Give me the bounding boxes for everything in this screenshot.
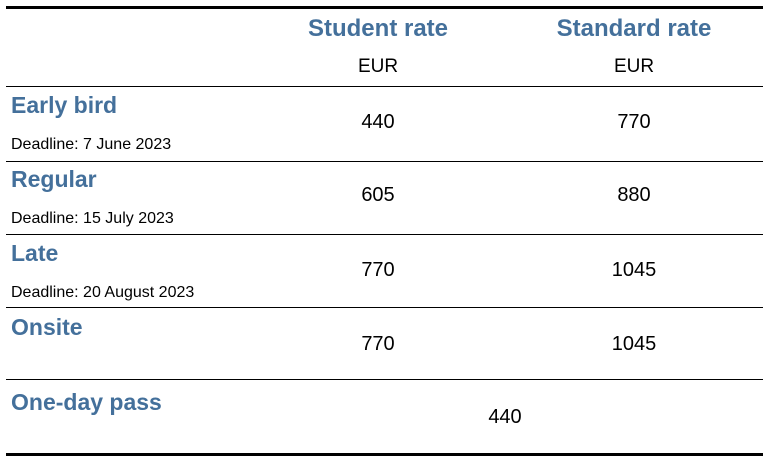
category-label: Onsite <box>11 314 83 340</box>
top-rule <box>6 6 763 9</box>
deadline-label: Deadline: 7 June 2023 <box>11 136 172 153</box>
row-divider <box>6 379 763 380</box>
category-label: Late <box>11 240 59 266</box>
bottom-rule <box>6 453 763 456</box>
standard-price: 1045 <box>611 259 657 281</box>
student-price: 605 <box>361 184 395 206</box>
one-day-pass-label: One-day pass <box>11 389 162 415</box>
standard-price: 1045 <box>611 333 657 355</box>
standard-price: 770 <box>617 111 651 133</box>
deadline-label: Deadline: 20 August 2023 <box>11 284 195 301</box>
student-price: 440 <box>361 111 395 133</box>
student-price: 770 <box>361 333 395 355</box>
student-price: 770 <box>361 259 395 281</box>
student-currency-label: EUR <box>357 56 399 77</box>
row-divider <box>6 234 763 235</box>
standard-price: 880 <box>617 184 651 206</box>
category-label: Regular <box>11 166 97 192</box>
standard-rate-header: Standard rate <box>556 15 712 42</box>
row-divider <box>6 161 763 162</box>
header-divider <box>6 86 763 87</box>
one-day-pass-price: 440 <box>488 406 522 428</box>
standard-currency-label: EUR <box>613 56 655 77</box>
deadline-label: Deadline: 15 July 2023 <box>11 210 174 227</box>
row-divider <box>6 307 763 308</box>
student-rate-header: Student rate <box>307 15 448 42</box>
category-label: Early bird <box>11 92 118 118</box>
